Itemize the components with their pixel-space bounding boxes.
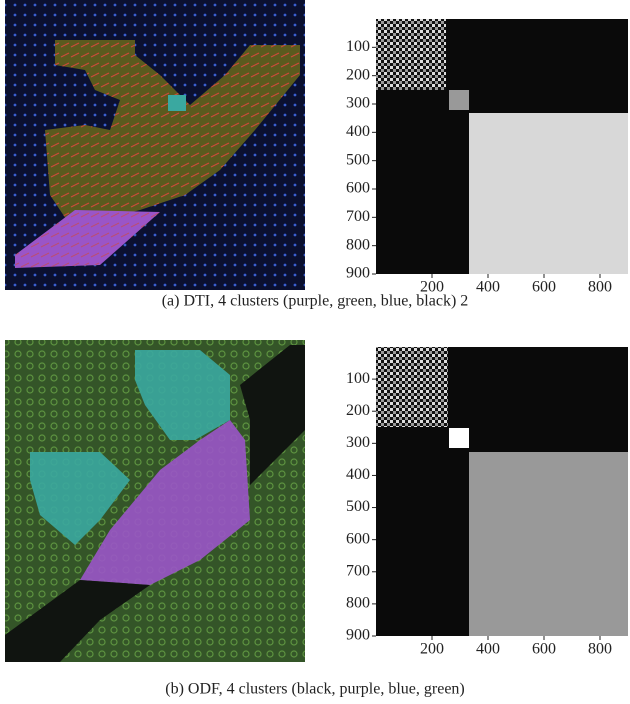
y-tick-label: 800 [346,595,370,612]
y-tick-label: 200 [346,402,370,419]
y-tick-label: 500 [346,498,370,515]
y-tick-label: 600 [346,180,370,197]
y-tick-label: 300 [346,434,370,451]
x-tick-label: 400 [476,641,500,658]
y-tick-label: 700 [346,208,370,225]
y-tick-label: 900 [346,265,370,282]
y-tick-label: 800 [346,236,370,253]
x-tick-label: 400 [476,279,500,296]
caption: (b) ODF, 4 clusters (black, purple, blue… [165,681,465,698]
x-tick-label: 200 [420,279,444,296]
odf-image [5,340,305,662]
y-tick-label: 200 [346,66,370,83]
y-tick-label: 400 [346,466,370,483]
x-tick-label: 200 [420,641,444,658]
y-tick-label: 100 [346,370,370,387]
y-tick-label: 100 [346,38,370,55]
caption: (a) DTI, 4 clusters (purple, green, blue… [162,293,469,310]
x-tick-label: 600 [532,641,556,658]
y-tick-label: 400 [346,123,370,140]
y-tick-label: 500 [346,151,370,168]
x-tick-label: 600 [532,279,556,296]
x-tick-label: 800 [588,279,612,296]
affinity-matrix [376,19,628,274]
affinity-matrix [376,347,628,636]
y-tick-label: 600 [346,530,370,547]
y-tick-label: 300 [346,95,370,112]
y-tick-label: 700 [346,562,370,579]
dti-image [5,0,305,290]
y-tick-label: 900 [346,627,370,644]
x-tick-label: 800 [588,641,612,658]
